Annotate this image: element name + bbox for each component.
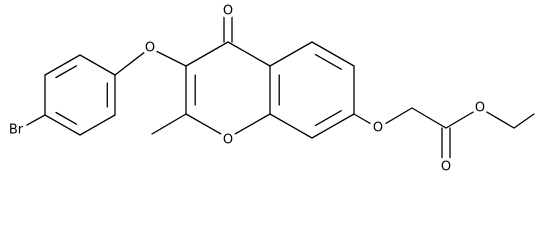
page: Br O O O O O O (() => { const data = JSO… [5, 0, 535, 178]
bond [227, 41, 271, 67]
molecule-diagram: Br O O O O O O [5, 0, 535, 178]
bond [311, 41, 355, 67]
bonds [17, 13, 535, 165]
atom-label: O [441, 160, 451, 175]
atom-label: Br [9, 123, 24, 138]
bond [411, 107, 447, 129]
double-bond [314, 53, 342, 70]
bond [311, 113, 355, 139]
bond [149, 47, 187, 67]
bond [227, 113, 271, 139]
bond [445, 107, 481, 129]
atom-label: O [223, 133, 233, 148]
bond [269, 41, 313, 67]
bond [479, 107, 515, 129]
double-bond [55, 111, 78, 125]
bond [44, 114, 81, 136]
bond [44, 54, 81, 76]
atom-label: O [475, 101, 485, 116]
bond [353, 113, 379, 129]
bond [79, 54, 116, 76]
bond [17, 114, 46, 131]
double-bond [55, 65, 78, 79]
methyl-bond [151, 113, 187, 135]
bond [185, 113, 229, 139]
bond [269, 113, 313, 139]
bond [114, 47, 151, 76]
double-bond [314, 110, 342, 127]
atom-label: O [145, 41, 155, 56]
atom-labels: Br O O O O O O [5, 0, 488, 178]
bond [185, 41, 229, 67]
atom-label: O [373, 121, 383, 136]
bond [377, 107, 413, 129]
bond [513, 113, 535, 129]
bond [79, 114, 116, 136]
atom-label: O [223, 4, 233, 19]
